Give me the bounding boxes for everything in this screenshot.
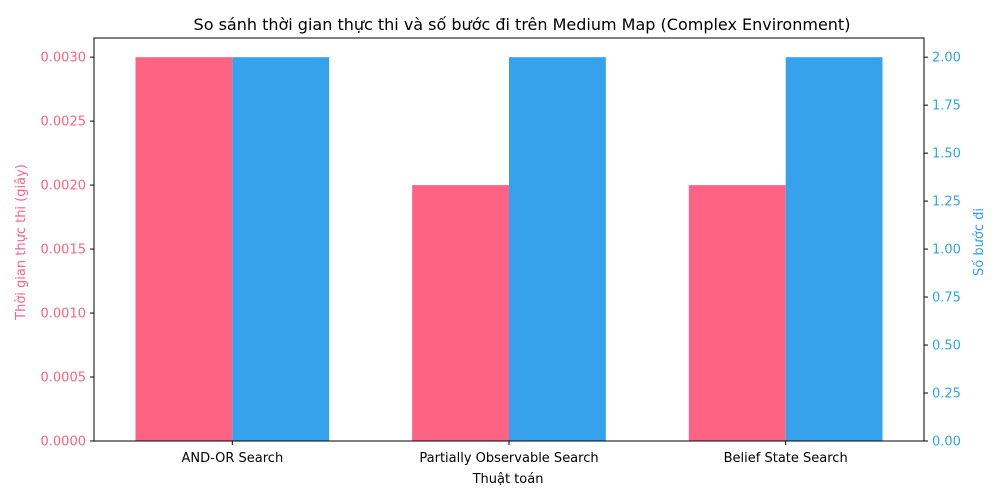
y-right-axis-label: Số bước đi [972,208,987,276]
y-right-tick-label-0: 0.00 [932,435,961,450]
y-right-tick-label-8: 2.00 [932,51,961,66]
bar-steps-2 [785,57,883,441]
y-right-tick-label-7: 1.75 [932,99,961,114]
bar-steps-0 [232,57,330,441]
y-right-tick-label-1: 0.25 [932,387,961,402]
bar-time-0 [135,57,233,441]
y-right-tick-label-6: 1.50 [932,147,961,162]
y-left-axis-label: Thời gian thực thi (giây) [14,164,29,321]
y-left-tick-label-4: 0.0020 [41,179,87,194]
x-tick-label-0: AND-OR Search [181,451,283,466]
y-left-tick-label-2: 0.0010 [41,307,87,322]
bar-time-2 [688,185,786,441]
bar-steps-1 [509,57,606,441]
y-right-tick-label-3: 0.75 [932,291,961,306]
y-left-tick-label-5: 0.0025 [41,115,87,130]
y-right-tick-label-4: 1.00 [932,243,961,258]
axes-layer: AND-OR Search Partially Observable Search… [41,37,961,466]
bar-time-1 [412,185,509,441]
y-left-tick-label-6: 0.0030 [41,51,87,66]
y-left-tick-label-0: 0.0000 [41,435,87,450]
bars-layer [135,57,883,441]
y-left-tick-label-3: 0.0015 [41,243,87,258]
y-right-tick-label-5: 1.25 [932,195,961,210]
chart-title: So sánh thời gian thực thi và số bước đi… [194,15,851,34]
y-left-tick-label-1: 0.0005 [41,371,87,386]
x-tick-label-1: Partially Observable Search [419,451,598,466]
y-right-tick-label-2: 0.50 [932,339,961,354]
x-tick-label-2: Belief State Search [724,451,848,466]
x-axis-label: Thuật toán [472,472,544,487]
